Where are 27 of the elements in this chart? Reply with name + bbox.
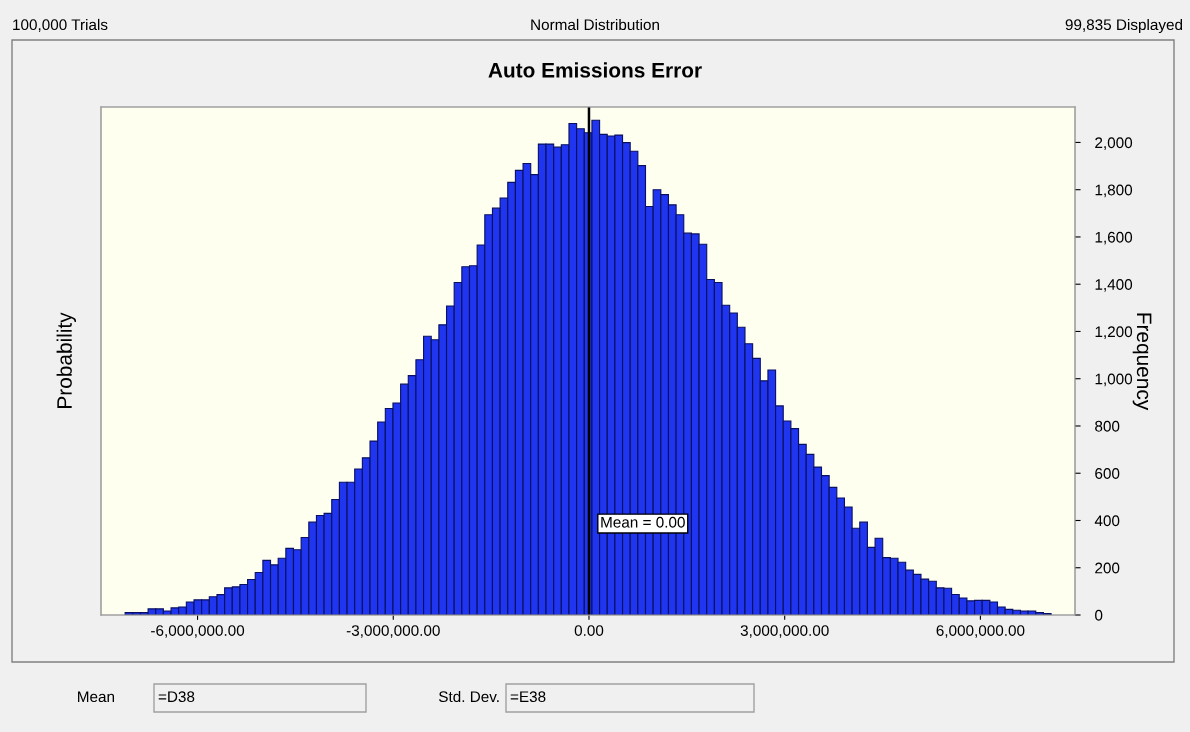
text: Normal Distribution (531, 18, 659, 31)
text: =E38 (510, 691, 546, 703)
y2-tick-label: 1,000 (1095, 373, 1133, 387)
y2-tick-label: 1,200 (1095, 326, 1133, 339)
y2-tick-label: 1,800 (1095, 184, 1133, 198)
y2-tick-label: 1,600 (1095, 231, 1133, 245)
ref-line-label: Mean = 0.00 (601, 516, 685, 528)
x-tick-label: -6,000,000.00 (151, 625, 245, 638)
text: 99,835 Displayed (1065, 18, 1183, 34)
y2-tick-label: 2,000 (1095, 137, 1133, 150)
x-tick-label: 6,000,000.00 (936, 625, 1025, 638)
y2-tick-label: 0 (1095, 609, 1103, 621)
text: Mean (78, 691, 115, 703)
chart-title: Auto Emissions Error (488, 62, 702, 78)
y2-axis-title: Frequency (1132, 313, 1152, 411)
text: =D38 (158, 691, 195, 703)
y2-tick-label: 200 (1095, 562, 1120, 574)
y2-tick-label: 800 (1095, 420, 1120, 432)
y-axis-title: Probability (56, 312, 76, 408)
x-tick-label: -3,000,000.00 (346, 625, 440, 638)
x-tick-label: 3,000,000.00 (740, 625, 829, 638)
text: 100,000 Trials (13, 18, 108, 32)
x-tick-label: 0.00 (574, 625, 604, 636)
text: Std. Dev. (438, 690, 499, 703)
y2-tick-label: 1,400 (1095, 279, 1133, 292)
y2-tick-label: 600 (1095, 468, 1120, 479)
y2-tick-label: 400 (1094, 515, 1120, 527)
